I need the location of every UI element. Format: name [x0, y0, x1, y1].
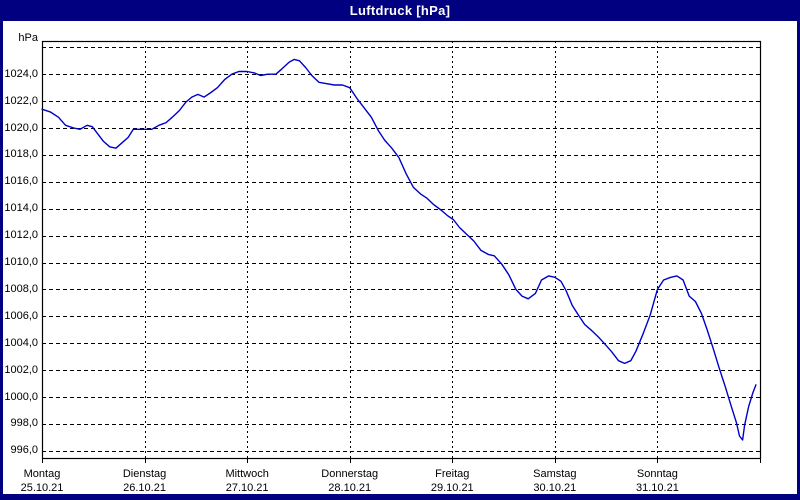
- x-axis-day-label: Donnerstag: [321, 468, 379, 480]
- x-axis-day-label: Mittwoch: [225, 468, 269, 480]
- y-axis-unit-label: hPa: [18, 32, 38, 44]
- x-axis-day-label: Samstag: [533, 468, 577, 480]
- title-bar: [0, 0, 800, 21]
- x-axis-date-label: 31.10.21: [636, 482, 679, 494]
- window-title: Luftdruck [hPa]: [349, 3, 451, 18]
- y-axis-tick-label: 1008,0: [4, 282, 38, 295]
- x-axis-date-label: 26.10.21: [123, 482, 166, 494]
- y-axis-tick-label: 1002,0: [4, 363, 38, 376]
- y-axis-tick-label: 1016,0: [4, 175, 38, 188]
- y-axis-tick-label: 1024,0: [4, 67, 38, 80]
- x-axis-date-label: 29.10.21: [430, 482, 474, 494]
- x-axis-day-label: Dienstag: [122, 468, 167, 480]
- y-axis-tick-label: 998,0: [10, 417, 38, 430]
- y-axis-tick-label: 1004,0: [4, 336, 38, 349]
- x-axis-day-label: Sonntag: [636, 468, 678, 480]
- x-axis-day-label: Montag: [23, 468, 61, 480]
- x-axis-date-label: 30.10.21: [533, 482, 577, 494]
- right-border: [797, 0, 800, 500]
- left-border: [0, 0, 3, 500]
- x-axis-date-label: 25.10.21: [20, 482, 64, 494]
- plot-border: [41, 40, 762, 460]
- y-axis-tick-label: 1014,0: [4, 202, 38, 215]
- y-axis-tick-label: 1018,0: [4, 148, 38, 161]
- pressure-line: [41, 58, 757, 441]
- y-axis-tick-label: 1000,0: [4, 390, 38, 403]
- y-axis-tick-label: 1022,0: [4, 94, 38, 107]
- y-axis-tick-label: 1020,0: [4, 121, 38, 134]
- bottom-border: [0, 494, 800, 500]
- y-axis-tick-label: 1010,0: [4, 256, 38, 268]
- x-axis-date-label: 28.10.21: [328, 482, 372, 494]
- x-axis-date-label: 27.10.21: [225, 482, 269, 494]
- y-axis-tick-label: 996,0: [10, 444, 38, 457]
- x-axis-day-label: Freitag: [435, 468, 470, 480]
- y-axis-tick-label: 1012,0: [4, 229, 38, 242]
- y-axis-tick-label: 1006,0: [4, 309, 38, 322]
